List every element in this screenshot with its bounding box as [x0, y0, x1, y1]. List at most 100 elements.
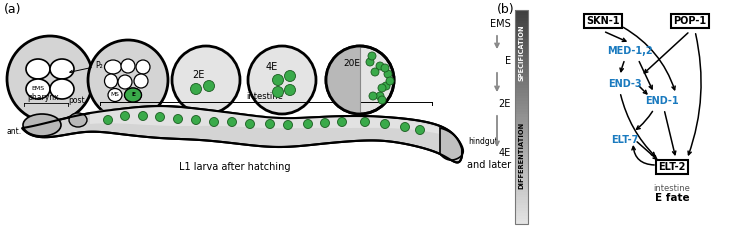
Bar: [515, 176, 528, 179]
Circle shape: [7, 36, 93, 122]
Text: hindgut: hindgut: [468, 136, 498, 145]
Circle shape: [156, 112, 164, 122]
Bar: [515, 194, 528, 197]
Bar: [515, 197, 528, 200]
Circle shape: [360, 118, 369, 126]
Circle shape: [382, 82, 390, 90]
Ellipse shape: [23, 114, 61, 136]
Bar: [515, 98, 528, 101]
Bar: [515, 45, 528, 47]
Text: MED-1,2: MED-1,2: [607, 46, 653, 56]
Bar: [515, 40, 528, 42]
Polygon shape: [90, 107, 440, 134]
Bar: [515, 101, 528, 104]
Bar: [515, 114, 528, 117]
Bar: [515, 93, 528, 96]
Text: (a): (a): [4, 3, 21, 16]
Text: 4-cell: 4-cell: [37, 126, 62, 135]
Bar: [515, 216, 528, 219]
Bar: [515, 163, 528, 165]
Text: EMS: EMS: [490, 19, 511, 29]
Bar: [515, 34, 528, 37]
Text: 20E: 20E: [344, 59, 360, 68]
Bar: [515, 160, 528, 163]
Circle shape: [203, 81, 214, 92]
Bar: [515, 112, 528, 114]
Bar: [515, 29, 528, 31]
Circle shape: [401, 122, 410, 132]
Bar: [515, 136, 528, 138]
Circle shape: [285, 71, 296, 81]
Bar: [515, 96, 528, 98]
Text: 46-cell: 46-cell: [266, 118, 297, 127]
Ellipse shape: [104, 60, 122, 74]
Bar: [515, 58, 528, 61]
Circle shape: [248, 46, 316, 114]
Circle shape: [384, 70, 392, 78]
Circle shape: [266, 120, 275, 129]
Circle shape: [381, 64, 389, 72]
Bar: [515, 37, 528, 40]
Bar: [515, 47, 528, 50]
Polygon shape: [440, 128, 463, 160]
Circle shape: [376, 62, 384, 70]
Bar: [515, 213, 528, 216]
Bar: [515, 141, 528, 144]
Circle shape: [272, 74, 283, 85]
Circle shape: [192, 115, 200, 124]
Circle shape: [378, 84, 386, 92]
Bar: [515, 26, 528, 29]
Bar: [515, 109, 528, 112]
Bar: [515, 69, 528, 71]
Circle shape: [245, 120, 255, 129]
Bar: [515, 117, 528, 120]
Bar: [515, 125, 528, 128]
Text: intestine: intestine: [653, 184, 691, 193]
Bar: [515, 61, 528, 63]
Bar: [515, 219, 528, 221]
Circle shape: [283, 121, 293, 130]
Bar: [515, 189, 528, 192]
Bar: [515, 157, 528, 160]
Text: post.: post.: [68, 96, 87, 105]
Text: SKN-1: SKN-1: [586, 16, 619, 26]
Bar: [515, 85, 528, 88]
Circle shape: [380, 120, 390, 129]
Text: intestine: intestine: [247, 92, 283, 101]
Bar: [515, 187, 528, 189]
Bar: [515, 181, 528, 184]
Text: 550-cell: 550-cell: [342, 118, 378, 127]
Text: DIFFERENTIATION: DIFFERENTIATION: [518, 122, 525, 189]
Text: P₂: P₂: [95, 61, 103, 71]
Text: 4E: 4E: [266, 62, 278, 72]
Bar: [515, 42, 528, 45]
Bar: [515, 13, 528, 15]
Circle shape: [172, 46, 240, 114]
Ellipse shape: [104, 74, 117, 88]
Bar: [515, 154, 528, 157]
Text: pharynx: pharynx: [27, 93, 59, 102]
Circle shape: [228, 118, 236, 126]
Ellipse shape: [125, 88, 142, 102]
Bar: [515, 10, 528, 13]
Circle shape: [378, 96, 386, 104]
Text: 8-cell: 8-cell: [115, 124, 140, 133]
Text: MS: MS: [111, 92, 120, 98]
Bar: [515, 15, 528, 18]
Bar: [515, 133, 528, 136]
Bar: [515, 168, 528, 171]
Ellipse shape: [118, 75, 132, 89]
Text: ELT-2: ELT-2: [658, 162, 686, 172]
Bar: [515, 203, 528, 205]
Circle shape: [338, 118, 346, 126]
Circle shape: [272, 87, 283, 98]
Bar: [515, 53, 528, 55]
Circle shape: [371, 68, 379, 76]
Bar: [515, 18, 528, 21]
Bar: [515, 128, 528, 130]
Bar: [515, 55, 528, 58]
Circle shape: [415, 125, 424, 134]
Ellipse shape: [26, 79, 50, 99]
Bar: [515, 173, 528, 176]
Text: EMS: EMS: [32, 87, 45, 92]
